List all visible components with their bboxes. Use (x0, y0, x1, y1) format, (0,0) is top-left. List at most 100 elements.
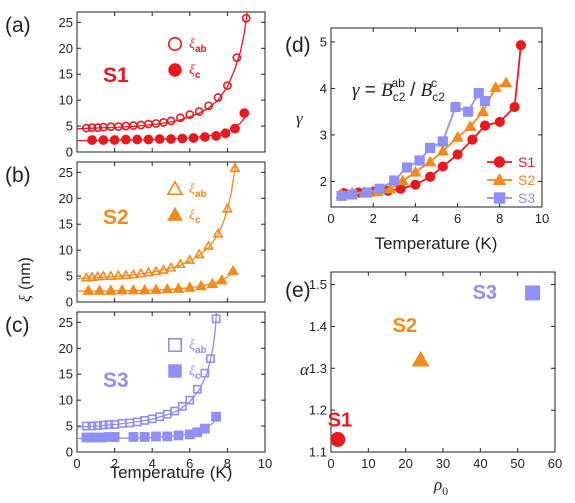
axes-frame (76, 11, 266, 153)
data-point (192, 384, 202, 394)
data-point (396, 174, 409, 186)
data-point (170, 406, 180, 416)
panel-label: (a) (5, 14, 31, 37)
y-tick-label: 15 (59, 217, 73, 232)
legend-marker (493, 192, 506, 204)
data-point (138, 284, 151, 295)
panel-label: (e) (285, 279, 311, 302)
data-point (229, 162, 241, 173)
data-point (212, 227, 224, 238)
data-point (172, 282, 185, 293)
data-point (336, 190, 347, 201)
sample-label: S2 (103, 206, 129, 229)
legend-marker (167, 206, 183, 221)
data-point (80, 271, 92, 282)
data-point (215, 274, 228, 285)
data-point (188, 133, 199, 143)
data-point (92, 270, 104, 281)
data-point (87, 123, 97, 133)
x-tick-label: 40 (473, 456, 487, 471)
data-point (220, 128, 231, 139)
legend-marker (168, 337, 183, 352)
data-point (173, 430, 184, 441)
data-point (467, 134, 478, 145)
data-point (230, 123, 240, 134)
x-tick-label: 20 (398, 456, 412, 471)
x-tick-label: 8 (224, 456, 231, 471)
y-tick-label: 15 (59, 67, 73, 82)
series-line (343, 45, 522, 194)
legend-label: S1 (518, 154, 535, 170)
data-point (414, 155, 425, 166)
sample-label: S1 (103, 64, 129, 87)
x-axis-label: ρ0 (433, 475, 448, 498)
x-tick-label: 2 (370, 211, 377, 226)
x-tick-label: 2 (111, 456, 118, 471)
y-tick-label: 10 (59, 243, 73, 258)
legend-label: S2 (518, 172, 535, 188)
data-point (450, 101, 461, 113)
x-tick-label: 0 (73, 456, 80, 471)
data-point (161, 282, 174, 294)
data-point (132, 134, 143, 145)
y-tick-label: 2 (320, 174, 327, 189)
data-point (98, 420, 108, 430)
data-point (116, 284, 129, 295)
data-point (112, 269, 124, 280)
panel-d: 2 3 4 5 0 2 4 6 8 10 (d) Temperature (K) γ γ = Bc2ab … (285, 27, 549, 253)
axes-frame (330, 271, 556, 453)
point-label: S2 (393, 315, 417, 337)
fit-curve (76, 11, 248, 130)
data-point (194, 107, 204, 116)
data-point (211, 131, 222, 141)
data-point (241, 13, 251, 23)
y-axis-label: γ (296, 109, 304, 128)
data-point (425, 142, 436, 154)
data-point (87, 421, 97, 431)
data-point (154, 134, 165, 144)
data-point (135, 267, 147, 278)
data-point (401, 162, 413, 173)
legend-label: ξab (189, 338, 207, 356)
data-point (425, 171, 436, 182)
data-point (199, 423, 210, 434)
y-tick-label: 20 (59, 191, 73, 206)
data-point (185, 110, 195, 120)
y-tick-label: 10 (59, 93, 73, 108)
y-tick-label: 1.1 (309, 445, 327, 460)
data-point (184, 254, 196, 264)
x-tick-label: 10 (535, 211, 549, 226)
data-point (82, 284, 95, 295)
fit-curve (77, 113, 247, 142)
data-point (127, 268, 139, 279)
data-point (452, 149, 463, 160)
data-point (93, 421, 103, 430)
data-point (151, 431, 161, 442)
data-point (127, 284, 140, 295)
data-point (150, 265, 162, 276)
y-tick-label: 0 (66, 145, 73, 160)
data-point (82, 123, 91, 133)
panel-label: (c) (5, 314, 30, 337)
legend-marker (168, 364, 182, 378)
data-point (436, 144, 449, 156)
data-point (165, 262, 177, 272)
data-point (98, 135, 109, 145)
data-point (109, 135, 120, 145)
fit-curve (76, 311, 218, 428)
data-point (509, 101, 520, 113)
y-tick-label: 4 (320, 81, 327, 96)
data-point (86, 271, 98, 282)
data-point (185, 395, 195, 405)
data-point (104, 420, 114, 429)
legend-label: ξc (189, 208, 201, 226)
data-point (93, 123, 103, 133)
data-point (424, 155, 437, 167)
x-tick-label: 60 (548, 456, 562, 471)
data-point (183, 281, 196, 292)
y-tick-label: 20 (59, 41, 73, 56)
legend-marker (492, 173, 507, 185)
axes-frame (76, 161, 266, 303)
